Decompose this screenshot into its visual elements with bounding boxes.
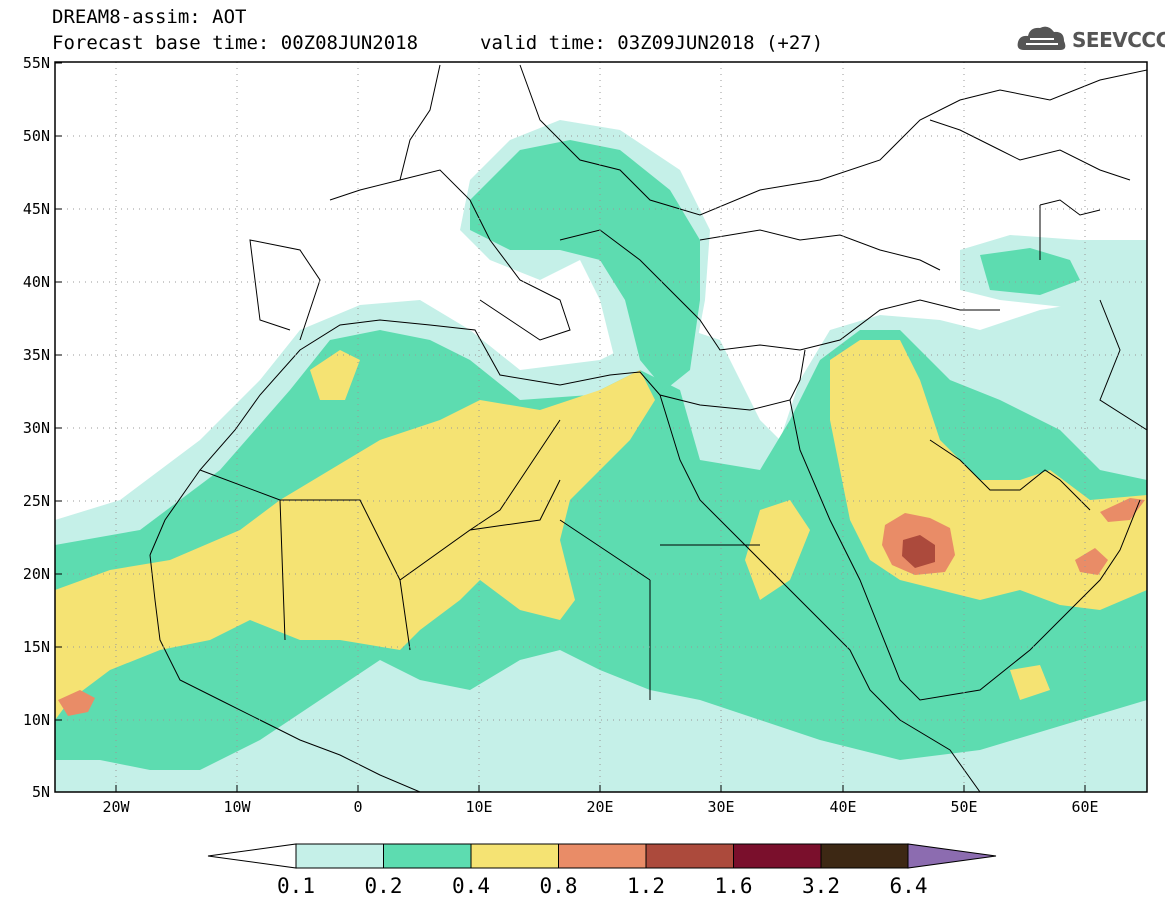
- colorbar-left-arrow: [207, 843, 297, 869]
- colorbar-cell: [295, 843, 384, 869]
- colorbar-cell: [470, 843, 559, 869]
- lon-label: 60E: [1071, 798, 1098, 816]
- colorbar-label: 6.4: [890, 874, 928, 898]
- colorbar-right-arrow: [907, 843, 997, 869]
- colorbar-cell: [645, 843, 734, 869]
- coastlines: [149, 64, 1147, 792]
- lon-label: 40E: [829, 798, 856, 816]
- lat-label: 20N: [23, 565, 50, 583]
- lon-label: 30E: [707, 798, 734, 816]
- lat-label: 55N: [23, 54, 50, 72]
- colorbar-cell: [733, 843, 822, 869]
- lat-label: 15N: [23, 638, 50, 656]
- lat-label: 10N: [23, 711, 50, 729]
- lat-labels: 55N 50N 45N 40N 35N 30N 25N 20N 15N 10N …: [23, 54, 50, 801]
- lat-label: 45N: [23, 200, 50, 218]
- lat-label: 40N: [23, 273, 50, 291]
- graticule: [55, 62, 1147, 792]
- aot-contours: [55, 62, 1147, 792]
- colorbar-label: 0.2: [365, 874, 403, 898]
- forecast-base-time: Forecast base time: 00Z08JUN2018: [52, 32, 419, 54]
- tick-marks: [55, 62, 1086, 792]
- colorbar-cell: [383, 843, 472, 869]
- cloud-icon: [1017, 26, 1066, 50]
- colorbar-cell: [820, 843, 909, 869]
- seevccc-logo: SEEVCCC: [1016, 22, 1165, 58]
- colorbar-label: 1.2: [627, 874, 665, 898]
- lat-label: 50N: [23, 127, 50, 145]
- colorbar-label: 0.8: [540, 874, 578, 898]
- lon-label: 10W: [223, 798, 251, 816]
- lon-label: 0: [353, 798, 362, 816]
- colorbar: 0.1 0.2 0.4 0.8 1.2 1.6 3.2 6.4: [207, 843, 997, 898]
- map-title: DREAM8-assim: AOT: [52, 6, 247, 28]
- lat-label: 30N: [23, 419, 50, 437]
- lon-label: 50E: [950, 798, 977, 816]
- valid-time: valid time: 03Z09JUN2018 (+27): [480, 32, 824, 54]
- lon-labels: 20W 10W 0 10E 20E 30E 40E 50E 60E: [102, 798, 1098, 816]
- colorbar-label: 1.6: [715, 874, 753, 898]
- lat-label: 35N: [23, 346, 50, 364]
- colorbar-label: 0.4: [452, 874, 490, 898]
- colorbar-cell: [558, 843, 647, 869]
- lat-label: 5N: [32, 783, 50, 801]
- aot-band-1-2: [902, 535, 935, 568]
- colorbar-label: 0.1: [277, 874, 315, 898]
- lat-label: 25N: [23, 492, 50, 510]
- logo-text: SEEVCCC: [1072, 28, 1165, 52]
- lon-label: 20W: [102, 798, 130, 816]
- lon-label: 10E: [465, 798, 492, 816]
- colorbar-label: 3.2: [802, 874, 840, 898]
- lon-label: 20E: [586, 798, 613, 816]
- map-frame: [54, 61, 1148, 793]
